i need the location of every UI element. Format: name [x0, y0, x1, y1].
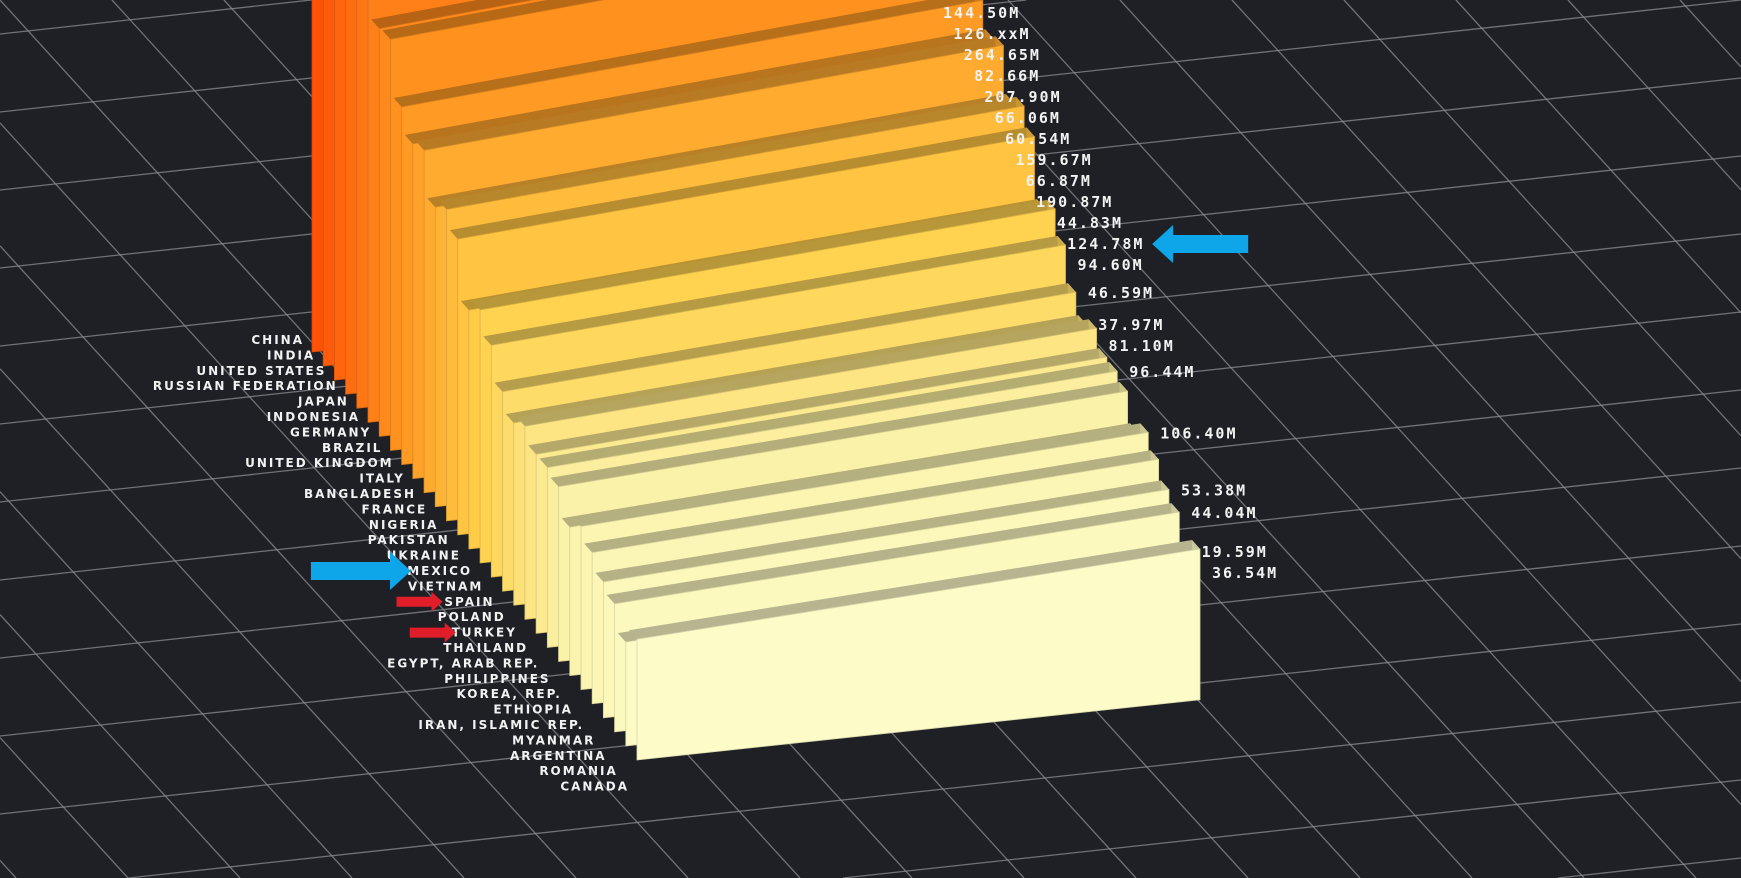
grid-line [0, 245, 577, 878]
arrow-icon [396, 591, 443, 612]
arrow-icon [409, 622, 456, 643]
value-label: 124.78M [1067, 235, 1144, 253]
bar-top [606, 503, 1180, 604]
value-labels: 144.50M 126.xxM 264.65M 82.66M 207.90M 66.06M… [943, 4, 1278, 582]
value-label: 60.54M [1005, 130, 1071, 148]
category-label: IRAN, ISLAMIC REP. [418, 718, 584, 732]
category-label: PAKISTAN [368, 533, 450, 547]
category-label: FRANCE [361, 502, 427, 516]
arrow-icon [310, 552, 411, 590]
grid-line [0, 860, 17, 878]
value-label: 44.83M [1057, 214, 1123, 232]
annotations [310, 225, 1249, 643]
grid-line [1343, 0, 1741, 437]
grid-line [0, 491, 353, 878]
category-label: ARGENTINA [510, 749, 607, 763]
category-label: CANADA [560, 780, 629, 794]
value-label: 159.67M [1015, 151, 1092, 169]
value-label: 82.66M [974, 67, 1040, 85]
category-label: KOREA, REP. [457, 687, 562, 701]
bar-top [539, 362, 1118, 468]
category-label: PHILIPPINES [444, 672, 550, 686]
bar-top [494, 283, 1076, 392]
value-label: 66.87M [1026, 172, 1092, 190]
value-label: 144.50M [943, 4, 1020, 22]
grid-line [1231, 0, 1741, 560]
category-label: NIGERIA [369, 518, 439, 532]
value-label: 53.38M [1181, 481, 1247, 499]
category-label: MYANMAR [512, 733, 595, 747]
category-label: UNITED KINGDOM [245, 456, 394, 470]
value-label: 81.10M [1109, 337, 1175, 355]
category-label: ITALY [359, 472, 404, 486]
bar-top [629, 540, 1200, 640]
category-label: TURKEY [452, 626, 517, 640]
bar-top [438, 96, 1025, 210]
grid-line [128, 701, 1741, 878]
category-label: VIETNAM [408, 579, 483, 593]
grid-line [0, 0, 312, 35]
grid-line [1455, 0, 1741, 314]
category-label: UNITED STATES [196, 364, 326, 378]
category-label: UKRAINE [387, 549, 461, 563]
grid-line [1679, 0, 1741, 68]
bar-top [595, 480, 1169, 582]
bar-top [584, 450, 1159, 553]
bar-top [572, 423, 1149, 527]
category-label: ETHIOPIA [493, 703, 573, 717]
category-label: SPAIN [444, 595, 494, 609]
category-label: BANGLADESH [304, 487, 416, 501]
arrow-icon [1152, 225, 1249, 263]
category-label: INDONESIA [267, 410, 360, 424]
bar-top [472, 199, 1056, 311]
category-label: MEXICO [407, 564, 472, 578]
grid-line [1557, 857, 1741, 878]
category-label: EGYPT, ARAB REP. [387, 656, 539, 670]
grid-line [1007, 0, 1741, 805]
grid-line [842, 779, 1741, 878]
bar-front [636, 548, 1201, 761]
category-label: CHINA [251, 333, 304, 347]
category-label: ROMANIA [539, 764, 617, 778]
category-label: JAPAN [297, 395, 349, 409]
value-label: 190.87M [1036, 193, 1113, 211]
grid-line [1567, 0, 1741, 191]
bar-top [416, 36, 1004, 151]
value-label: 96.44M [1129, 363, 1195, 381]
bar-top [404, 29, 994, 144]
category-label: BRAZIL [322, 441, 383, 455]
value-label: 94.60M [1078, 256, 1144, 274]
grid-line [0, 737, 129, 878]
bar-top [550, 382, 1128, 487]
bar-top [528, 348, 1107, 455]
grid-line [0, 614, 241, 878]
value-label: 207.90M [984, 88, 1061, 106]
grid-line [0, 368, 465, 878]
value-label: 126.xxM [953, 25, 1030, 43]
category-label: INDIA [267, 348, 315, 362]
bar-top [449, 127, 1035, 240]
bar-top [516, 319, 1097, 427]
value-label: 264.65M [964, 46, 1041, 64]
value-label: 19.59M [1202, 543, 1268, 561]
category-label: POLAND [438, 610, 506, 624]
value-label: 37.97M [1098, 316, 1164, 334]
grid-line [0, 122, 689, 878]
bars [311, 0, 1201, 761]
value-label: 44.04M [1191, 504, 1257, 522]
value-label: 36.54M [1212, 564, 1278, 582]
value-label: 46.59M [1088, 284, 1154, 302]
category-label: THAILAND [443, 641, 528, 655]
bar-top [483, 235, 1066, 346]
value-label: 66.06M [995, 109, 1061, 127]
value-label: 106.40M [1160, 424, 1237, 442]
bar-top [393, 0, 983, 107]
bar-canada [629, 540, 1201, 761]
grid-line [1119, 0, 1741, 682]
category-label: GERMANY [290, 425, 371, 439]
category-label: RUSSIAN FEDERATION [153, 379, 338, 393]
